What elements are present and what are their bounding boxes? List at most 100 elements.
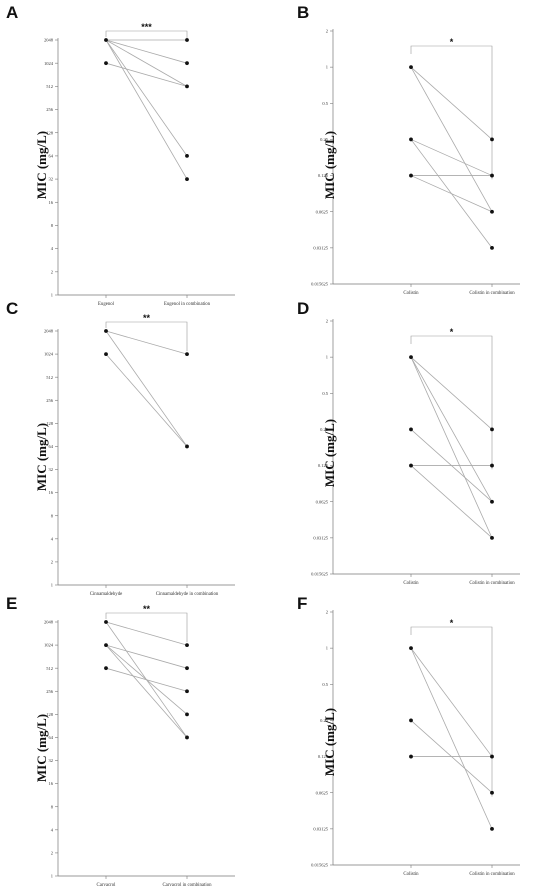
panel-a-pair-line-1 xyxy=(105,39,188,64)
panel-c-ytick-label-2: 4 xyxy=(51,536,54,541)
panel-f-ytick-label-2: 0.0625 xyxy=(316,790,329,795)
panel-e-ylabel: MIC (mg/L) xyxy=(34,714,49,782)
panel-a-ytick-label-0: 1 xyxy=(51,293,53,298)
panel-b-category-label-1: Colistin in combination xyxy=(469,291,515,296)
panel-c-significance-bracket xyxy=(105,321,188,352)
panel-a-data-point-4 xyxy=(185,154,189,158)
panel-e-ytick-label-4: 16 xyxy=(49,781,54,786)
panel-e-ytick-label-10: 1024 xyxy=(44,643,54,648)
panel-d-ytick-label-2: 0.0625 xyxy=(316,499,329,504)
panel-a-pair-line-3 xyxy=(105,39,188,157)
panel-d-letter: D xyxy=(297,299,309,318)
panel-e-data-point-2 xyxy=(185,735,189,740)
panel-a-ytick-label-11: 2048 xyxy=(44,38,54,43)
panel-f-letter: F xyxy=(297,594,307,613)
panel-d-ytick-label-1: 0.03125 xyxy=(313,535,328,540)
panel-c-pair-line-1 xyxy=(105,330,188,447)
panel-f-ytick-label-1: 0.03125 xyxy=(313,826,328,831)
panel-e-ytick-label-3: 8 xyxy=(51,804,54,809)
panel-b-category-label-0: Colistin xyxy=(403,291,419,296)
panel-e-pair-line-2 xyxy=(105,644,188,669)
panel-f-data-point-2 xyxy=(490,826,494,831)
panel-d-ytick-label-4: 0.25 xyxy=(320,427,329,432)
panel-d-data-point-0 xyxy=(409,355,413,360)
panel-b-ytick-label-3: 0.125 xyxy=(318,173,329,178)
panel-c-ytick-label-7: 128 xyxy=(46,421,54,426)
panel-e-category-label-1: Carvacrol in combination xyxy=(162,883,212,886)
panel-f-data-point-0 xyxy=(409,646,413,651)
panel-a-data-point-1 xyxy=(185,38,189,42)
panel-c-category-label-0: Cinnamaldehyde xyxy=(90,592,123,597)
panel-a-data-point-2 xyxy=(185,61,189,66)
panel-e-ytick-label-2: 4 xyxy=(51,827,54,832)
panel-a-ytick-label-2: 4 xyxy=(51,246,54,251)
panel-f-data-point-1 xyxy=(490,754,494,759)
panel-b-pair-line-5 xyxy=(410,175,493,213)
panel-d-category-label-0: Colistin xyxy=(403,581,419,586)
panel-d-data-point-3 xyxy=(490,535,494,540)
panel-e-ytick-label-5: 32 xyxy=(49,758,54,763)
panel-a-data-point-3 xyxy=(185,84,189,89)
panel-b-significance-bracket xyxy=(410,45,493,180)
panel-a-category-label-0: Eugenol xyxy=(98,302,115,307)
panel-d-ylabel: MIC (mg/L) xyxy=(322,419,337,487)
panel-c-ytick-label-11: 2048 xyxy=(44,329,54,334)
panel-c-ytick-label-8: 256 xyxy=(46,398,54,403)
panel-c-ytick-label-3: 8 xyxy=(51,513,54,518)
panel-f-pair-line-0 xyxy=(410,647,493,757)
panel-e-significance-bracket xyxy=(105,612,188,643)
panel-b-ytick-label-5: 0.5 xyxy=(322,101,328,106)
panel-a-pair-line-2 xyxy=(105,39,188,87)
panel-d-category-label-1: Colistin in combination xyxy=(469,581,515,586)
panel-b-data-point-6 xyxy=(409,173,413,178)
panel-a-data-point-6 xyxy=(104,61,108,66)
panel-a-ytick-label-10: 1024 xyxy=(44,61,54,66)
panel-b-ytick-label-2: 0.0625 xyxy=(316,209,329,214)
panel-a-ytick-label-3: 8 xyxy=(51,223,54,228)
panel-f-significance-bracket xyxy=(410,626,493,797)
panel-f-ytick-label-6: 1 xyxy=(326,646,328,651)
panel-e-data-point-4 xyxy=(185,666,189,671)
panel-b-ytick-label-7: 2 xyxy=(326,29,328,34)
panel-d-pair-line-5 xyxy=(410,465,493,539)
panel-c-pair-line-0 xyxy=(105,330,188,355)
panel-d-pair-line-2 xyxy=(410,356,493,539)
panel-a-category-label-1: Eugenol in combination xyxy=(164,302,211,307)
panel-b-ytick-label-0: 0.015625 xyxy=(311,282,329,287)
panel-e-data-point-6 xyxy=(104,666,108,671)
panel-d-data-point-5 xyxy=(409,463,413,468)
panel-e-data-point-1 xyxy=(185,643,189,647)
panel-b-data-point-2 xyxy=(490,209,494,214)
panel-d-data-point-1 xyxy=(490,427,494,432)
panel-e-data-point-0 xyxy=(104,620,108,624)
panel-f-data-point-3 xyxy=(409,718,413,723)
panel-f-category-label-0: Colistin xyxy=(403,872,419,877)
panel-a-ylabel: MIC (mg/L) xyxy=(34,131,49,199)
panel-e-ytick-label-7: 128 xyxy=(46,712,54,717)
panel-f-ytick-label-3: 0.125 xyxy=(318,754,329,759)
panel-f-ytick-label-7: 2 xyxy=(326,610,328,615)
panel-f-data-point-4 xyxy=(490,790,494,795)
panel-a-ytick-label-9: 512 xyxy=(46,84,53,89)
panel-b-ylabel: MIC (mg/L) xyxy=(322,131,337,199)
panel-c-data-point-0 xyxy=(104,329,108,333)
panel-b-significance-label: * xyxy=(450,37,454,47)
panel-d-data-point-2 xyxy=(490,499,494,504)
panel-f-ytick-label-5: 0.5 xyxy=(322,682,328,687)
panel-d-ytick-label-7: 2 xyxy=(326,319,328,324)
panel-b-data-point-0 xyxy=(409,65,413,70)
panel-b-pair-line-0 xyxy=(410,66,493,140)
panel-f-significance-label: * xyxy=(450,618,454,628)
panel-f-data-point-5 xyxy=(409,754,413,759)
panel-a-data-point-0 xyxy=(104,38,108,42)
panel-d-data-point-4 xyxy=(409,427,413,432)
panel-e-pair-line-0 xyxy=(105,621,188,646)
panel-d-ytick-label-6: 1 xyxy=(326,355,328,360)
panel-d-ytick-label-0: 0.015625 xyxy=(311,572,329,577)
panel-f-category-label-1: Colistin in combination xyxy=(469,872,515,877)
panel-f-ytick-label-0: 0.015625 xyxy=(311,863,329,868)
panel-e-ytick-label-8: 256 xyxy=(46,689,54,694)
panel-a-ytick-label-5: 32 xyxy=(49,177,54,182)
panel-c-data-point-2 xyxy=(185,444,189,449)
